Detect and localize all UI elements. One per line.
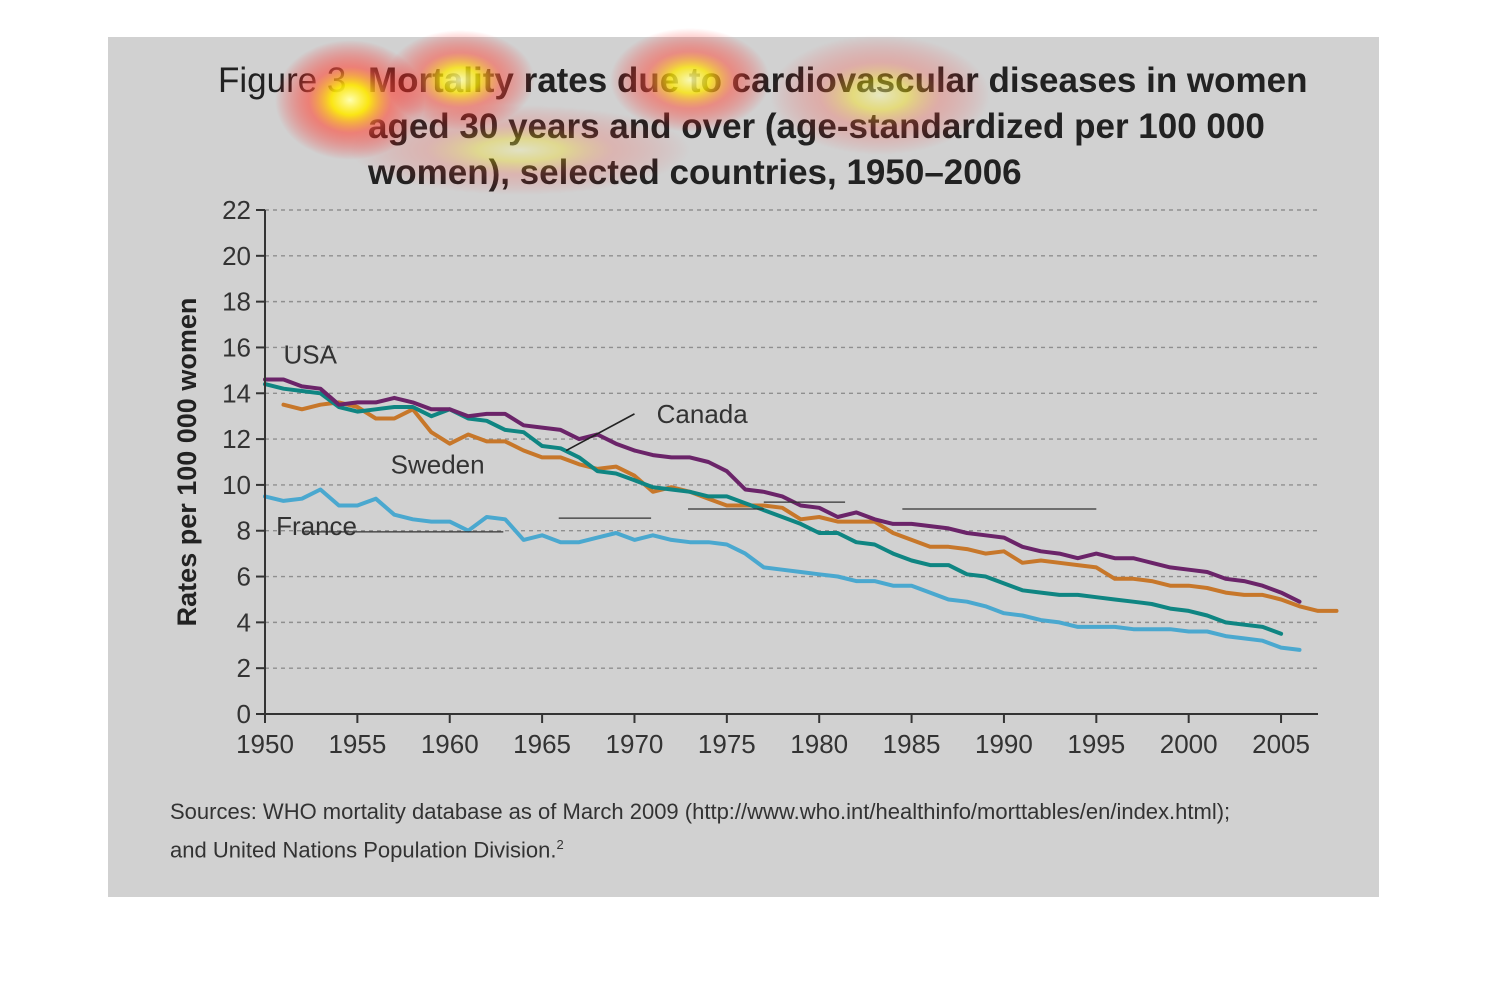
series-label-france: France <box>276 511 357 541</box>
y-tick-label: 22 <box>222 195 251 225</box>
x-tick-label: 1995 <box>1067 729 1125 759</box>
tick-labels: 0 2 4 6 8 10 12 14 16 18 20 22 1950 1955 1960 1965 1970 1… <box>222 195 1310 759</box>
y-axis-label: Rates per 100 000 women <box>172 298 202 627</box>
figure-panel <box>108 37 1379 897</box>
y-tick-label: 14 <box>222 378 251 408</box>
y-tick-label: 20 <box>222 241 251 271</box>
x-tick-label: 1990 <box>975 729 1033 759</box>
series-labels: USA Canada Sweden France <box>276 339 1097 541</box>
series-label-sweden: Sweden <box>391 449 485 479</box>
axes <box>256 209 1318 723</box>
x-tick-label: 1975 <box>698 729 756 759</box>
y-tick-label: 0 <box>237 699 251 729</box>
sources-note: Sources: WHO mortality database as of Ma… <box>170 795 1230 866</box>
x-tick-label: 1985 <box>883 729 941 759</box>
y-tick-label: 12 <box>222 424 251 454</box>
series-line-france <box>263 487 1302 652</box>
y-tick-label: 10 <box>222 470 251 500</box>
series-lines <box>263 377 1339 652</box>
x-tick-label: 1965 <box>513 729 571 759</box>
grid-lines <box>265 209 1318 669</box>
x-tick-label: 1960 <box>421 729 479 759</box>
y-tick-label: 6 <box>237 562 251 592</box>
x-tick-label: 1950 <box>236 729 294 759</box>
series-line-usa <box>263 377 1302 604</box>
y-tick-label: 16 <box>222 332 251 362</box>
x-tick-label: 2000 <box>1160 729 1218 759</box>
sources-footnote-ref: 2 <box>556 837 564 852</box>
series-label-usa: USA <box>283 339 337 369</box>
series-line-sweden <box>281 400 1339 613</box>
y-tick-label: 8 <box>237 516 251 546</box>
sources-line-2-text: and United Nations Population Division. <box>170 837 557 863</box>
x-tick-label: 2005 <box>1252 729 1310 759</box>
x-tick-label: 1970 <box>606 729 664 759</box>
x-tick-label: 1980 <box>790 729 848 759</box>
y-tick-label: 4 <box>237 607 251 637</box>
canada-leader-line <box>565 413 635 452</box>
y-tick-label: 18 <box>222 287 251 317</box>
series-label-canada: Canada <box>657 399 749 429</box>
sources-line-2: and United Nations Population Division.2 <box>170 828 1230 866</box>
sources-line-1: Sources: WHO mortality database as of Ma… <box>170 799 1231 824</box>
series-line-canada <box>263 382 1284 636</box>
y-tick-label: 2 <box>237 653 251 683</box>
x-tick-label: 1955 <box>328 729 386 759</box>
